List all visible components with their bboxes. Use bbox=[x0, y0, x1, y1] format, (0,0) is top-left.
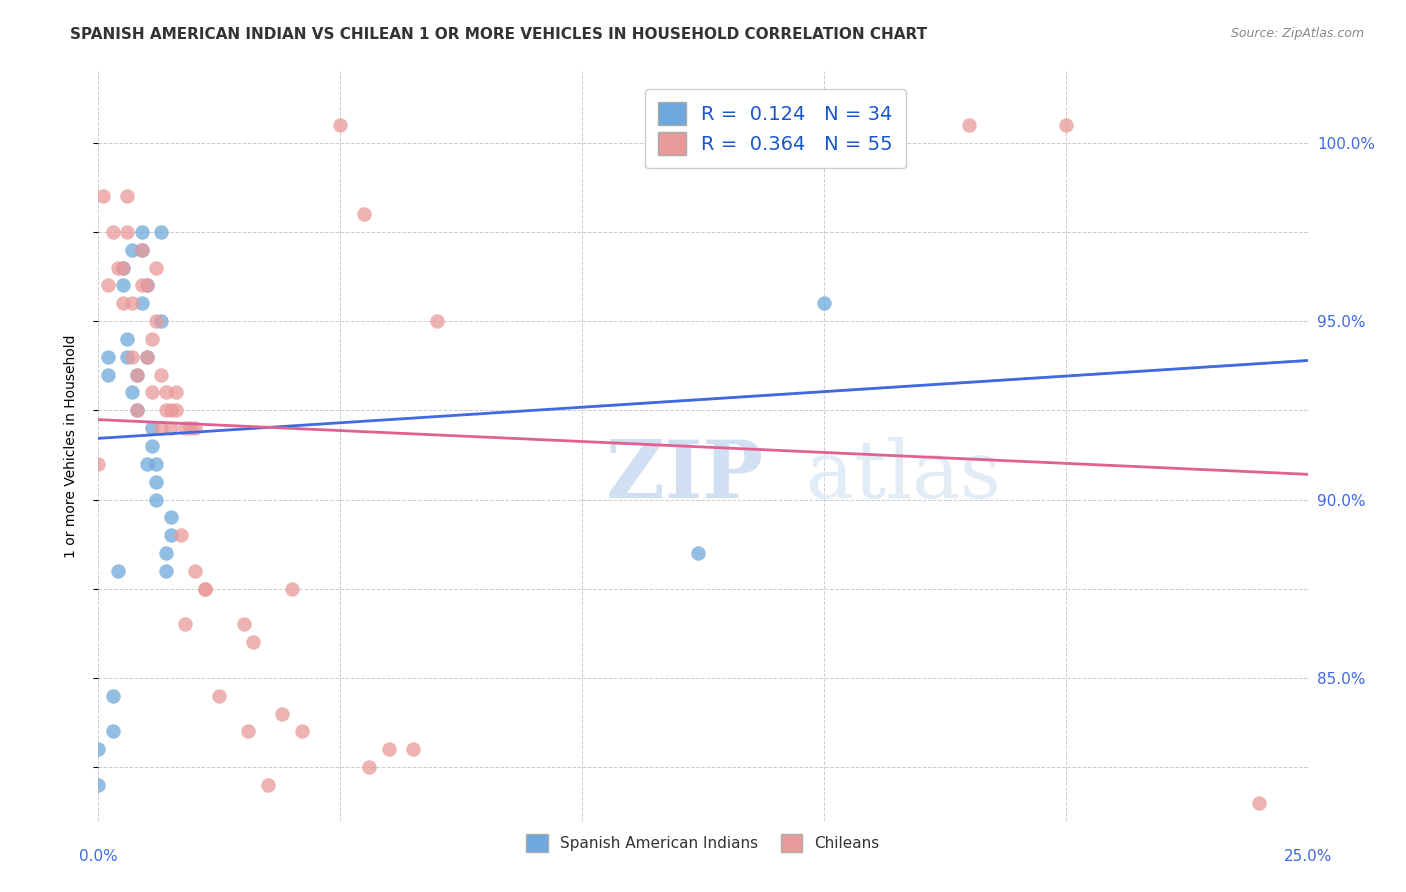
Point bbox=[131, 243, 153, 257]
Point bbox=[184, 421, 207, 435]
Point bbox=[957, 118, 980, 132]
Point bbox=[111, 260, 134, 275]
Point bbox=[155, 403, 177, 417]
Point bbox=[117, 189, 139, 203]
Point bbox=[165, 403, 187, 417]
Point bbox=[145, 314, 167, 328]
Text: atlas: atlas bbox=[806, 437, 1001, 515]
Point bbox=[1054, 118, 1077, 132]
Text: 0.0%: 0.0% bbox=[79, 849, 118, 864]
Point bbox=[97, 368, 120, 382]
Point bbox=[155, 385, 177, 400]
Point bbox=[329, 118, 352, 132]
Point bbox=[242, 635, 264, 649]
Point bbox=[131, 225, 153, 239]
Point bbox=[111, 296, 134, 310]
Text: SPANISH AMERICAN INDIAN VS CHILEAN 1 OR MORE VEHICLES IN HOUSEHOLD CORRELATION C: SPANISH AMERICAN INDIAN VS CHILEAN 1 OR … bbox=[70, 27, 928, 42]
Point bbox=[150, 314, 173, 328]
Point bbox=[141, 439, 163, 453]
Point bbox=[174, 617, 197, 632]
Point bbox=[87, 742, 110, 756]
Point bbox=[91, 189, 114, 203]
Point bbox=[232, 617, 254, 632]
Point bbox=[1249, 796, 1271, 810]
Point bbox=[141, 421, 163, 435]
Point bbox=[135, 278, 157, 293]
Point bbox=[174, 421, 197, 435]
Point bbox=[150, 368, 173, 382]
Point bbox=[238, 724, 260, 739]
Point bbox=[353, 207, 375, 221]
Legend: Spanish American Indians, Chileans: Spanish American Indians, Chileans bbox=[520, 828, 886, 858]
Point bbox=[127, 403, 149, 417]
Point bbox=[813, 296, 835, 310]
Point bbox=[402, 742, 425, 756]
Point bbox=[150, 225, 173, 239]
Point bbox=[688, 546, 710, 560]
Point bbox=[155, 546, 177, 560]
Point bbox=[194, 582, 217, 596]
Point bbox=[135, 278, 157, 293]
Point bbox=[145, 492, 167, 507]
Point bbox=[160, 528, 183, 542]
Text: Source: ZipAtlas.com: Source: ZipAtlas.com bbox=[1230, 27, 1364, 40]
Point bbox=[271, 706, 294, 721]
Point bbox=[208, 689, 231, 703]
Point bbox=[121, 350, 143, 364]
Point bbox=[135, 457, 157, 471]
Point bbox=[141, 332, 163, 346]
Point bbox=[117, 225, 139, 239]
Point bbox=[377, 742, 399, 756]
Point bbox=[107, 564, 129, 578]
Point bbox=[101, 689, 124, 703]
Point bbox=[97, 278, 120, 293]
Point bbox=[160, 403, 183, 417]
Point bbox=[135, 350, 157, 364]
Text: 25.0%: 25.0% bbox=[1284, 849, 1331, 864]
Y-axis label: 1 or more Vehicles in Household: 1 or more Vehicles in Household bbox=[63, 334, 77, 558]
Point bbox=[87, 457, 110, 471]
Point bbox=[141, 385, 163, 400]
Point bbox=[131, 243, 153, 257]
Point bbox=[256, 778, 278, 792]
Point bbox=[194, 582, 217, 596]
Point bbox=[111, 278, 134, 293]
Point bbox=[281, 582, 304, 596]
Point bbox=[117, 350, 139, 364]
Point bbox=[135, 350, 157, 364]
Point bbox=[184, 564, 207, 578]
Point bbox=[160, 421, 183, 435]
Point bbox=[179, 421, 201, 435]
Point bbox=[290, 724, 312, 739]
Point bbox=[813, 153, 835, 168]
Point bbox=[145, 457, 167, 471]
Point bbox=[127, 403, 149, 417]
Point bbox=[131, 296, 153, 310]
Point bbox=[107, 260, 129, 275]
Point bbox=[426, 314, 449, 328]
Point bbox=[150, 421, 173, 435]
Point bbox=[101, 225, 124, 239]
Point bbox=[145, 475, 167, 489]
Point bbox=[127, 368, 149, 382]
Point bbox=[87, 778, 110, 792]
Point bbox=[160, 510, 183, 524]
Point bbox=[127, 368, 149, 382]
Point bbox=[155, 564, 177, 578]
Point bbox=[111, 260, 134, 275]
Point bbox=[97, 350, 120, 364]
Point bbox=[145, 260, 167, 275]
Point bbox=[121, 296, 143, 310]
Point bbox=[117, 332, 139, 346]
Point bbox=[359, 760, 381, 774]
Text: ZIP: ZIP bbox=[606, 437, 763, 515]
Point bbox=[101, 724, 124, 739]
Point bbox=[121, 385, 143, 400]
Point bbox=[169, 528, 191, 542]
Point bbox=[131, 278, 153, 293]
Point bbox=[121, 243, 143, 257]
Point bbox=[165, 385, 187, 400]
